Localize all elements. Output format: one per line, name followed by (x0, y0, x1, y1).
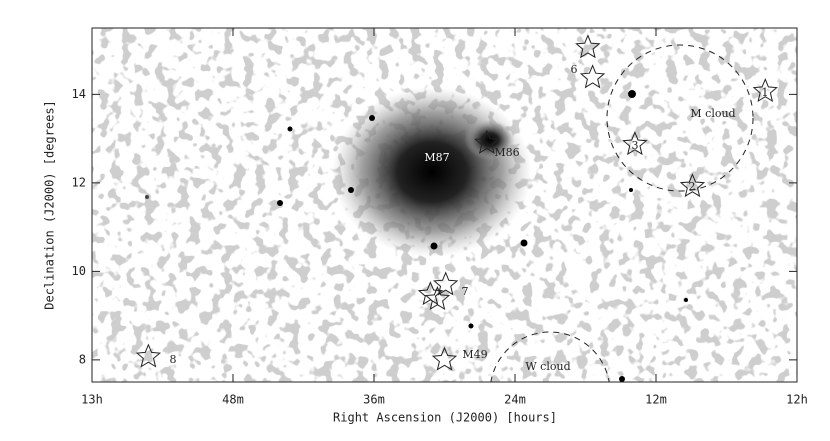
x-tick-label: 12h (786, 393, 808, 407)
annotation: W cloud (525, 360, 570, 373)
y-tick-label: 12 (72, 175, 86, 189)
x-tick-label: 12m (645, 393, 667, 407)
plot-frame (91, 27, 798, 383)
star-marker (752, 77, 778, 103)
annotation: M49 (462, 348, 487, 361)
annotation: 6 (571, 63, 578, 76)
sky-image (92, 28, 797, 382)
annotation: 2 (689, 180, 696, 193)
annotation: 8 (170, 353, 177, 366)
annotation: 3 (632, 139, 639, 152)
star-marker (579, 64, 606, 89)
annotation: M cloud (690, 107, 735, 120)
y-tick-label: 8 (79, 352, 86, 366)
annotation: M86 (494, 146, 519, 159)
star-marker (474, 129, 500, 154)
annotation: 7 (462, 285, 469, 298)
y-axis-label: Declination (J2000) [degrees] (43, 100, 57, 310)
star-marker (622, 131, 648, 156)
x-tick-label: 13h (81, 393, 103, 407)
annotation: M87 (424, 151, 449, 164)
x-tick-label: 36m (363, 393, 385, 407)
star-marker (135, 343, 162, 368)
x-tick-label: 24m (504, 393, 526, 407)
x-axis-label: Right Ascension (J2000) [hours] (333, 411, 557, 425)
star-marker (575, 34, 601, 59)
y-tick-label: 14 (72, 87, 86, 101)
star-marker (431, 346, 458, 371)
star-marker (424, 285, 451, 311)
annotation: 1 (762, 86, 769, 99)
x-tick-label: 48m (222, 393, 244, 407)
star-marker (433, 271, 459, 296)
y-tick-label: 10 (72, 264, 86, 278)
star-marker (679, 173, 706, 198)
